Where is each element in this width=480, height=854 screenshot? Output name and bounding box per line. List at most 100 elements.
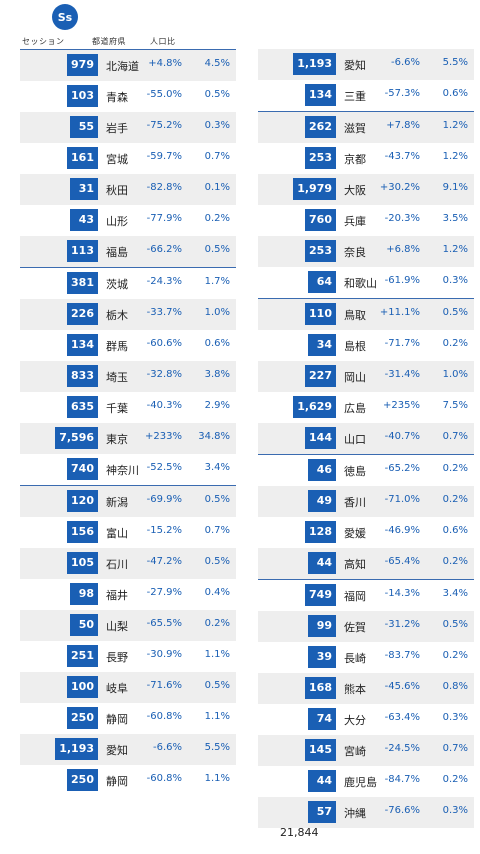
change-percent: -40.3%: [146, 400, 182, 411]
change-percent: -24.3%: [146, 276, 182, 287]
change-percent: -82.8%: [146, 182, 182, 193]
table-row[interactable]: 740 神奈川 -52.5% 3.4%: [20, 454, 236, 485]
population-share: 3.4%: [204, 462, 230, 473]
table-row[interactable]: 74 大分 -63.4% 0.3%: [258, 704, 474, 735]
table-row[interactable]: 250 静岡 -60.8% 1.1%: [20, 765, 236, 796]
table-row[interactable]: 100 岐阜 -71.6% 0.5%: [20, 672, 236, 703]
table-row[interactable]: 168 熊本 -45.6% 0.8%: [258, 673, 474, 704]
table-row[interactable]: 105 石川 -47.2% 0.5%: [20, 548, 236, 579]
table-row[interactable]: 113 福島 -66.2% 0.5%: [20, 236, 236, 267]
table-row[interactable]: 98 福井 -27.9% 0.4%: [20, 579, 236, 610]
prefecture-name: 香川: [344, 496, 366, 509]
table-row[interactable]: 635 千葉 -40.3% 2.9%: [20, 392, 236, 423]
table-row[interactable]: 110 鳥取 +11.1% 0.5%: [258, 298, 474, 330]
table-row[interactable]: 64 和歌山 -61.9% 0.3%: [258, 267, 474, 298]
session-count: 105: [67, 552, 98, 574]
change-percent: +233%: [145, 431, 182, 442]
change-percent: -65.4%: [384, 556, 420, 567]
change-percent: -61.9%: [384, 275, 420, 286]
population-share: 0.3%: [442, 712, 468, 723]
prefecture-name: 新潟: [106, 496, 128, 509]
session-count: 833: [67, 365, 98, 387]
table-row[interactable]: 156 富山 -15.2% 0.7%: [20, 517, 236, 548]
table-row[interactable]: 250 静岡 -60.8% 1.1%: [20, 703, 236, 734]
population-share: 34.8%: [198, 431, 230, 442]
table-row[interactable]: 1,979 大阪 +30.2% 9.1%: [258, 174, 474, 205]
table-row[interactable]: 120 新潟 -69.9% 0.5%: [20, 485, 236, 517]
population-share: 0.6%: [442, 525, 468, 536]
table-row[interactable]: 1,629 広島 +235% 7.5%: [258, 392, 474, 423]
table-row[interactable]: 44 鹿児島 -84.7% 0.2%: [258, 766, 474, 797]
session-count: 110: [305, 303, 336, 325]
population-share: 0.5%: [204, 244, 230, 255]
table-row[interactable]: 49 香川 -71.0% 0.2%: [258, 486, 474, 517]
table-row[interactable]: 227 岡山 -31.4% 1.0%: [258, 361, 474, 392]
session-count: 250: [67, 707, 98, 729]
table-row[interactable]: 979 北海道 +4.8% 4.5%: [20, 50, 236, 81]
prefecture-name: 鳥取: [344, 309, 366, 322]
session-count: 253: [305, 147, 336, 169]
table-row[interactable]: 1,193 愛知 -6.6% 5.5%: [258, 49, 474, 80]
table-row[interactable]: 128 愛媛 -46.9% 0.6%: [258, 517, 474, 548]
table-row[interactable]: 39 長崎 -83.7% 0.2%: [258, 642, 474, 673]
population-share: 1.2%: [442, 120, 468, 131]
table-row[interactable]: 99 佐賀 -31.2% 0.5%: [258, 611, 474, 642]
change-percent: -57.3%: [384, 88, 420, 99]
table-row[interactable]: 44 高知 -65.4% 0.2%: [258, 548, 474, 579]
change-percent: +6.8%: [386, 244, 420, 255]
session-count: 99: [308, 615, 336, 637]
table-row[interactable]: 43 山形 -77.9% 0.2%: [20, 205, 236, 236]
table-row[interactable]: 226 栃木 -33.7% 1.0%: [20, 299, 236, 330]
table-row[interactable]: 749 福岡 -14.3% 3.4%: [258, 579, 474, 611]
app-logo[interactable]: Ss: [52, 4, 78, 30]
table-row[interactable]: 251 長野 -30.9% 1.1%: [20, 641, 236, 672]
table-row[interactable]: 134 群馬 -60.6% 0.6%: [20, 330, 236, 361]
prefecture-name: 青森: [106, 91, 128, 104]
table-row[interactable]: 7,596 東京 +233% 34.8%: [20, 423, 236, 454]
prefecture-name: 石川: [106, 558, 128, 571]
table-row[interactable]: 34 島根 -71.7% 0.2%: [258, 330, 474, 361]
population-share: 5.5%: [442, 57, 468, 68]
table-row[interactable]: 46 徳島 -65.2% 0.2%: [258, 454, 474, 486]
population-share: 0.3%: [442, 275, 468, 286]
prefecture-name: 福岡: [344, 590, 366, 603]
prefecture-name: 秋田: [106, 184, 128, 197]
session-count: 44: [308, 770, 336, 792]
population-share: 3.4%: [442, 588, 468, 599]
prefecture-name: 富山: [106, 527, 128, 540]
prefecture-name: 宮崎: [344, 745, 366, 758]
table-row[interactable]: 833 埼玉 -32.8% 3.8%: [20, 361, 236, 392]
table-row[interactable]: 161 宮城 -59.7% 0.7%: [20, 143, 236, 174]
change-percent: -77.9%: [146, 213, 182, 224]
session-count: 43: [70, 209, 98, 231]
table-row[interactable]: 144 山口 -40.7% 0.7%: [258, 423, 474, 454]
table-row[interactable]: 1,193 愛知 -6.6% 5.5%: [20, 734, 236, 765]
table-row[interactable]: 253 奈良 +6.8% 1.2%: [258, 236, 474, 267]
session-count: 226: [67, 303, 98, 325]
prefecture-name: 京都: [344, 153, 366, 166]
population-share: 0.6%: [204, 338, 230, 349]
table-row[interactable]: 253 京都 -43.7% 1.2%: [258, 143, 474, 174]
population-share: 2.9%: [204, 400, 230, 411]
prefecture-name: 滋賀: [344, 122, 366, 135]
prefecture-name: 愛知: [344, 59, 366, 72]
change-percent: -32.8%: [146, 369, 182, 380]
table-row[interactable]: 103 青森 -55.0% 0.5%: [20, 81, 236, 112]
table-row[interactable]: 55 岩手 -75.2% 0.3%: [20, 112, 236, 143]
population-share: 0.2%: [442, 463, 468, 474]
table-row[interactable]: 50 山梨 -65.5% 0.2%: [20, 610, 236, 641]
change-percent: +11.1%: [379, 307, 420, 318]
change-percent: -75.2%: [146, 120, 182, 131]
session-count: 168: [305, 677, 336, 699]
table-row[interactable]: 31 秋田 -82.8% 0.1%: [20, 174, 236, 205]
session-count: 144: [305, 427, 336, 449]
total-sessions: 21,844: [280, 826, 319, 839]
table-row[interactable]: 134 三重 -57.3% 0.6%: [258, 80, 474, 111]
population-share: 1.1%: [204, 773, 230, 784]
table-row[interactable]: 381 茨城 -24.3% 1.7%: [20, 267, 236, 299]
table-row[interactable]: 145 宮崎 -24.5% 0.7%: [258, 735, 474, 766]
prefecture-name: 東京: [106, 433, 128, 446]
table-row[interactable]: 262 滋賀 +7.8% 1.2%: [258, 111, 474, 143]
table-row[interactable]: 57 沖縄 -76.6% 0.3%: [258, 797, 474, 828]
table-row[interactable]: 760 兵庫 -20.3% 3.5%: [258, 205, 474, 236]
